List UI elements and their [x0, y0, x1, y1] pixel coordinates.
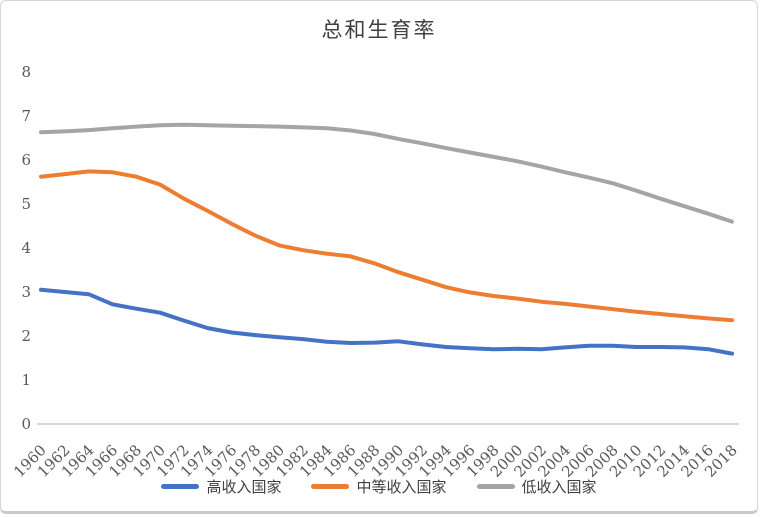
y-tick-label: 5 — [21, 195, 31, 213]
y-tick-label: 8 — [21, 63, 31, 81]
legend-label-low-income: 低收入国家 — [521, 478, 597, 496]
y-tick-label: 3 — [21, 283, 31, 301]
y-tick-label: 2 — [21, 327, 31, 345]
legend-item-low-income: 低收入国家 — [476, 476, 597, 497]
chart-title: 总和生育率 — [321, 18, 437, 42]
y-tick-label: 4 — [21, 239, 31, 257]
legend-label-middle-income: 中等收入国家 — [356, 478, 447, 496]
legend-label-high-income: 高收入国家 — [206, 478, 282, 496]
legend-swatch-middle-income — [311, 484, 350, 489]
legend-swatch-low-income — [476, 484, 515, 489]
series-line-low-income — [39, 122, 734, 224]
y-tick-label: 0 — [21, 415, 31, 433]
series-line-high-income — [39, 287, 734, 356]
legend: 高收入国家 中等收入国家 低收入国家 — [1, 476, 757, 497]
series-line-middle-income — [39, 169, 734, 323]
legend-swatch-high-income — [161, 484, 200, 489]
legend-item-middle-income: 中等收入国家 — [311, 476, 447, 497]
legend-item-high-income: 高收入国家 — [161, 476, 281, 497]
y-tick-label: 1 — [21, 371, 31, 389]
y-tick-label: 6 — [21, 151, 31, 169]
y-tick-label: 7 — [21, 107, 31, 125]
